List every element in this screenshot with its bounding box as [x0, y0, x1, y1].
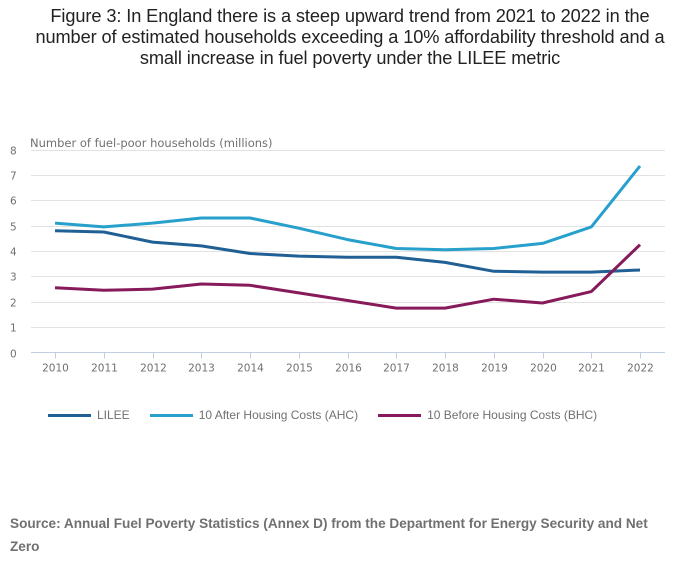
x-tick-label: 2012	[140, 363, 167, 375]
y-tick-label: 2	[10, 298, 17, 310]
legend-swatch-ahc	[149, 413, 193, 417]
chart-title: Figure 3: In England there is a steep up…	[35, 6, 665, 68]
x-axis: 2010 2011 2012 2013 2014 2015 2016 2017 2018 2019…	[31, 352, 665, 375]
x-tick-label: 2016	[335, 363, 362, 375]
x-tick-label: 2018	[432, 363, 459, 375]
x-tick-label: 2014	[237, 363, 264, 375]
series-line-10-after-housing-costs-ahc	[54, 165, 642, 252]
y-tick-label: 0	[10, 349, 17, 361]
x-tick-label: 2022	[627, 363, 654, 375]
legend: LILEE 10 After Housing Costs (AHC) 10 Be…	[48, 408, 617, 422]
legend-item-ahc: 10 After Housing Costs (AHC)	[149, 408, 359, 422]
x-tick-label: 2011	[91, 363, 118, 375]
legend-swatch-lilee	[48, 413, 91, 417]
y-tick-label: 8	[10, 146, 17, 158]
legend-item-bhc: 10 Before Housing Costs (BHC)	[378, 408, 597, 422]
legend-swatch-bhc	[378, 413, 422, 417]
gridlines	[31, 150, 665, 328]
y-tick-label: 3	[10, 272, 17, 284]
x-tick-label: 2010	[42, 363, 69, 375]
line-chart: Number of fuel-poor households (millions…	[10, 136, 665, 375]
x-tick-label: 2017	[383, 363, 410, 375]
x-tick-label: 2021	[578, 363, 605, 375]
source-note: Source: Annual Fuel Poverty Statistics (…	[10, 516, 648, 554]
x-tick-label: 2013	[188, 363, 215, 375]
y-tick-label: 6	[10, 196, 17, 208]
y-axis-ticks: 0 1 2 3 4 5 6 7 8	[10, 146, 17, 361]
series-line-lilee	[54, 229, 641, 274]
x-tick-label: 2015	[286, 363, 313, 375]
x-tick-label: 2019	[481, 363, 508, 375]
legend-label-lilee: LILEE	[97, 408, 130, 422]
legend-label-bhc: 10 Before Housing Costs (BHC)	[427, 408, 598, 422]
y-tick-label: 7	[10, 171, 17, 183]
y-axis-label: Number of fuel-poor households (millions…	[30, 136, 273, 150]
legend-label-ahc: 10 After Housing Costs (AHC)	[198, 408, 359, 422]
y-tick-label: 5	[10, 222, 17, 234]
legend-item-lilee: LILEE	[48, 408, 130, 422]
x-tick-label: 2020	[530, 363, 557, 375]
y-tick-label: 1	[10, 323, 17, 335]
y-tick-label: 4	[10, 247, 17, 259]
series-lines	[54, 165, 642, 310]
series-line-10-before-housing-costs-bhc	[54, 243, 642, 310]
